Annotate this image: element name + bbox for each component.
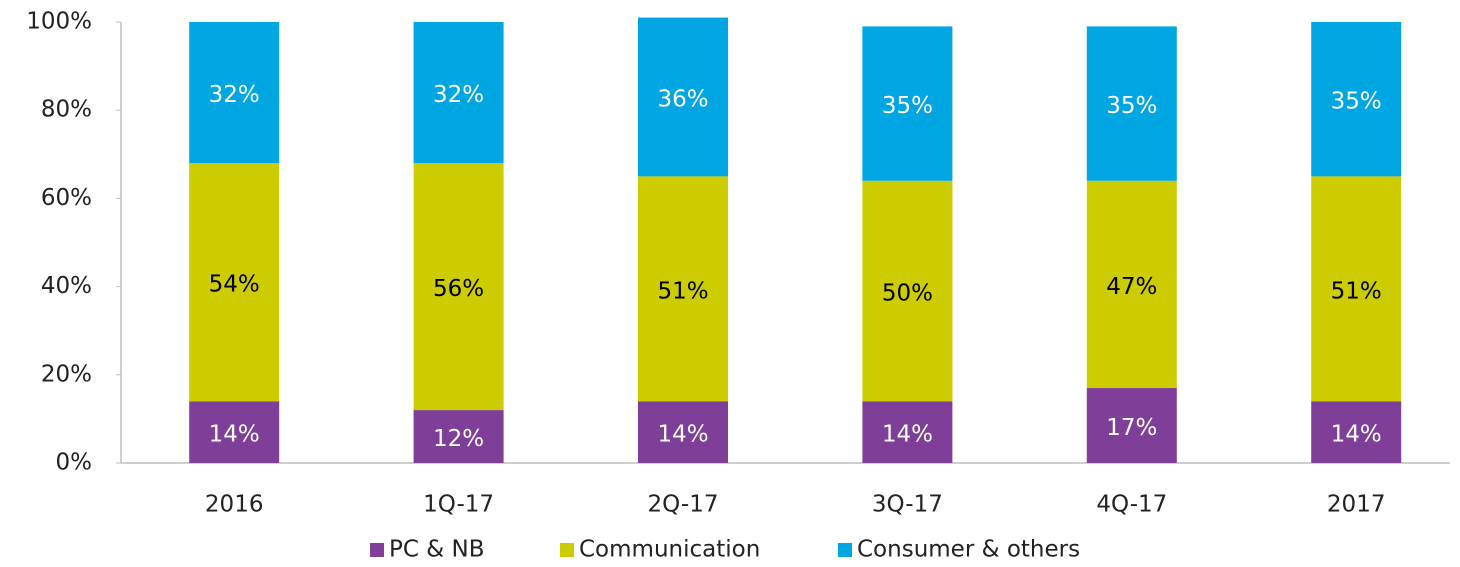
data-label: 56% [433,276,484,302]
y-tick-label: 80% [41,97,92,123]
bar-segment [1311,22,1402,177]
data-label: 35% [882,93,933,119]
bar-segment [1086,388,1177,463]
data-label: 35% [1331,89,1382,115]
bar-segment [1311,176,1402,402]
x-tick-label: 2016 [205,492,264,518]
data-label: 17% [1106,415,1157,441]
y-tick-label: 60% [41,185,92,211]
data-label: 12% [433,426,484,452]
data-label: 36% [657,86,708,112]
x-tick-label: 3Q-17 [872,492,943,518]
bar-segment [413,22,504,164]
bar-segment [413,163,504,411]
bar-segment [1086,180,1177,389]
bar-segment [1086,26,1177,181]
data-label: 54% [209,272,260,298]
bar-segment [638,17,728,177]
data-label: 51% [657,278,708,304]
data-label: 14% [209,422,260,448]
bar-segment [862,26,953,181]
bar-segment [1311,401,1402,463]
x-tick-label: 2017 [1327,492,1386,518]
legend-label: Consumer & others [857,537,1080,563]
y-tick-label: 20% [41,361,92,387]
bar-segment [189,22,280,164]
data-label: 47% [1106,274,1157,300]
x-tick-label: 1Q-17 [423,492,494,518]
bar-segment [638,401,728,463]
x-tick-label: 2Q-17 [648,492,719,518]
legend-swatch [370,543,384,557]
data-label: 50% [882,281,933,307]
y-tick-label: 40% [41,273,92,299]
bar-segment [189,163,280,402]
legend-swatch [838,543,852,557]
data-label: 14% [1331,422,1382,448]
y-tick-label: 0% [56,450,93,476]
bar-segment [638,176,728,402]
data-label: 35% [1106,93,1157,119]
bar-segment [862,180,953,402]
y-tick-label: 100% [26,9,92,35]
legend-label: Communication [579,537,760,563]
data-label: 14% [882,422,933,448]
legend-label: PC & NB [389,537,484,563]
data-label: 32% [209,82,260,108]
x-tick-label: 4Q-17 [1096,492,1167,518]
bar-segment [413,410,504,463]
bar-segment [862,401,953,463]
data-label: 32% [433,82,484,108]
data-label: 51% [1331,278,1382,304]
bar-segment [189,401,280,463]
data-label: 14% [657,422,708,448]
legend-swatch [560,543,574,557]
